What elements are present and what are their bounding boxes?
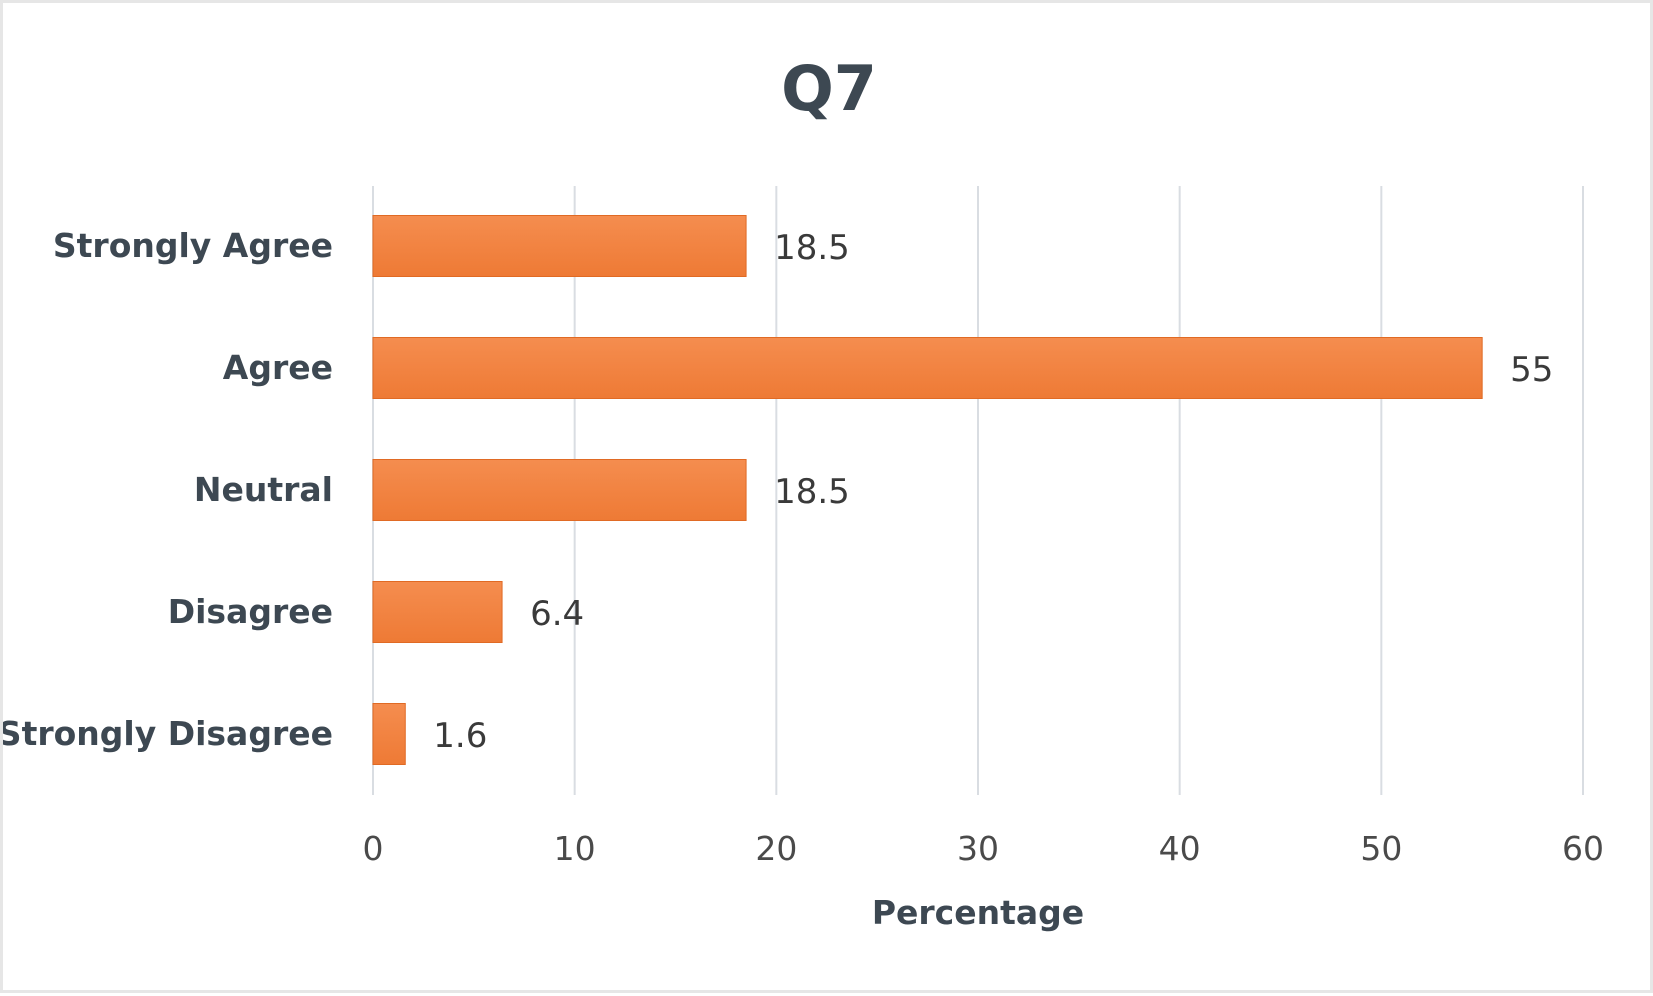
bar-strongly-disagree bbox=[372, 703, 406, 765]
data-label-agree: 55 bbox=[1510, 350, 1553, 390]
bar-agree bbox=[372, 337, 1483, 399]
x-tick-label-50: 50 bbox=[1360, 829, 1402, 868]
bar-disagree bbox=[372, 581, 503, 643]
data-label-strongly-disagree: 1.6 bbox=[433, 716, 487, 756]
chart-title: Q7 bbox=[781, 52, 877, 125]
x-tick-label-10: 10 bbox=[554, 829, 596, 868]
bar-strongly-agree bbox=[372, 215, 747, 277]
data-label-disagree: 6.4 bbox=[530, 594, 584, 634]
category-label-agree: Agree bbox=[223, 348, 333, 387]
category-label-strongly-agree: Strongly Agree bbox=[53, 226, 333, 265]
data-label-strongly-agree: 18.5 bbox=[774, 228, 850, 268]
bars bbox=[372, 215, 1483, 765]
data-label-neutral: 18.5 bbox=[774, 472, 850, 512]
x-tick-label-60: 60 bbox=[1562, 829, 1604, 868]
bar-neutral bbox=[372, 459, 747, 521]
x-tick-label-0: 0 bbox=[363, 829, 384, 868]
gridlines bbox=[372, 186, 1584, 795]
labels: 0 10 20 30 40 50 60 Strongly Agree 18.5 Agree 55 Ne… bbox=[3, 226, 1604, 868]
category-label-disagree: Disagree bbox=[168, 592, 333, 631]
bar-chart: Q7 0 10 20 30 40 50 60 Strongly Agree 18.5 Agree 5… bbox=[3, 52, 1604, 932]
x-tick-label-30: 30 bbox=[957, 829, 999, 868]
x-tick-label-40: 40 bbox=[1159, 829, 1201, 868]
category-label-neutral: Neutral bbox=[194, 470, 333, 509]
x-axis-title: Percentage bbox=[872, 893, 1084, 932]
category-label-strongly-disagree: Strongly Disagree bbox=[3, 714, 333, 753]
x-tick-label-20: 20 bbox=[755, 829, 797, 868]
